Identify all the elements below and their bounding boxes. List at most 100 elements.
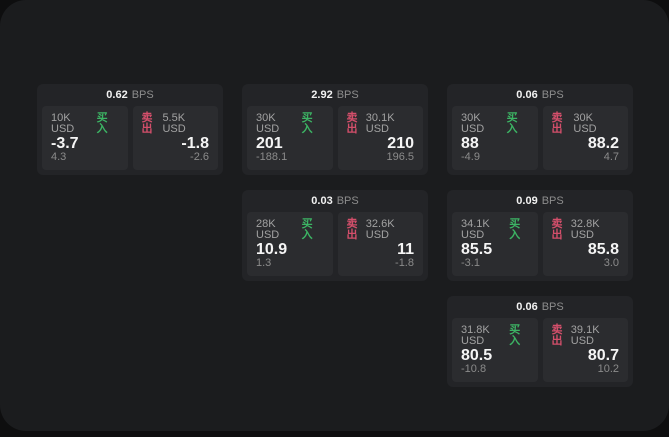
sell-price: 85.8 [587,240,619,258]
buy-size: 28K USD [256,218,280,241]
bps-header: 0.62 BPS [37,84,223,106]
sell-price: 88.2 [587,134,619,152]
buy-panel[interactable]: 34.1K USD 买入 85.5 -3.1 [452,212,538,276]
bps-value: 0.09 [516,195,538,207]
buy-delta: -188.1 [256,151,288,163]
quote-board: 0.62 BPS 10K USD 买入 -3.7 4.3 卖出 5.5K USD [37,84,633,387]
buy-panel-top: 30K USD 买入 [461,113,529,135]
buy-side-badge: 买入 [509,324,521,347]
bps-value: 0.06 [516,89,538,101]
buy-panel-top: 34.1K USD 买入 [461,219,529,241]
bps-header: 0.06 BPS [447,296,633,318]
bps-header: 0.03 BPS [242,190,428,212]
bps-unit-label: BPS [131,89,154,101]
quote-body: 30K USD 买入 88 -4.9 卖出 30K USD 88.2 4.7 [447,106,633,175]
sell-panel-top: 卖出 39.1K USD [552,325,620,347]
bps-header: 0.09 BPS [447,190,633,212]
bps-unit-label: BPS [336,89,359,101]
buy-panel[interactable]: 28K USD 买入 10.9 1.3 [247,212,333,276]
sell-delta: 196.5 [386,151,414,163]
sell-delta: 10.2 [597,363,619,375]
sell-size: 30.1K USD [365,112,395,135]
bps-value: 0.06 [516,301,538,313]
quote-card-2: 2.92 BPS 30K USD 买入 201 -188.1 卖出 30.1K … [242,84,428,175]
sell-delta: 4.7 [603,151,619,163]
bps-unit-label: BPS [541,89,564,101]
buy-price: -3.7 [51,134,79,152]
buy-price: 88 [461,134,479,152]
sell-panel-top: 卖出 5.5K USD [142,113,210,135]
buy-size: 30K USD [256,112,280,135]
sell-panel[interactable]: 卖出 39.1K USD 80.7 10.2 [542,318,628,382]
sell-panel[interactable]: 卖出 30K USD 88.2 4.7 [542,106,628,170]
sell-side-badge: 卖出 [551,324,563,347]
quote-body: 30K USD 买入 201 -188.1 卖出 30.1K USD 210 1… [242,106,428,175]
bps-value: 0.62 [106,89,128,101]
buy-panel[interactable]: 30K USD 买入 88 -4.9 [452,106,538,170]
sell-side-badge: 卖出 [346,112,358,135]
buy-delta: 4.3 [51,151,67,163]
quote-body: 34.1K USD 买入 85.5 -3.1 卖出 32.8K USD 85.8… [447,212,633,281]
bps-value: 0.03 [311,195,333,207]
buy-delta: 1.3 [256,257,272,269]
sell-delta: 3.0 [603,257,619,269]
buy-panel[interactable]: 10K USD 买入 -3.7 4.3 [42,106,128,170]
sell-panel-top: 卖出 32.8K USD [552,219,620,241]
buy-size: 31.8K USD [461,324,490,347]
quote-body: 31.8K USD 买入 80.5 -10.8 卖出 39.1K USD 80.… [447,318,633,387]
buy-panel[interactable]: 30K USD 买入 201 -188.1 [247,106,333,170]
sell-size: 32.8K USD [570,218,600,241]
buy-panel-top: 30K USD 买入 [256,113,324,135]
sell-size: 39.1K USD [570,324,600,347]
sell-side-badge: 卖出 [346,218,358,241]
quote-card-6: 0.06 BPS 31.8K USD 买入 80.5 -10.8 卖出 39.1… [447,296,633,387]
buy-side-badge: 买入 [509,218,521,241]
buy-side-badge: 买入 [506,112,518,135]
buy-size: 34.1K USD [461,218,490,241]
bps-header: 0.06 BPS [447,84,633,106]
buy-panel[interactable]: 31.8K USD 买入 80.5 -10.8 [452,318,538,382]
sell-price: -1.8 [181,134,209,152]
buy-panel-top: 10K USD 买入 [51,113,119,135]
buy-price: 85.5 [461,240,493,258]
buy-size: 30K USD [461,112,485,135]
buy-price: 10.9 [256,240,288,258]
quote-card-1: 0.62 BPS 10K USD 买入 -3.7 4.3 卖出 5.5K USD [37,84,223,175]
buy-delta: -4.9 [461,151,480,163]
sell-panel-top: 卖出 32.6K USD [347,219,415,241]
sell-size: 32.6K USD [365,218,395,241]
sell-panel[interactable]: 卖出 5.5K USD -1.8 -2.6 [132,106,218,170]
sell-panel[interactable]: 卖出 32.6K USD 11 -1.8 [337,212,423,276]
buy-delta: -10.8 [461,363,487,375]
bps-value: 2.92 [311,89,333,101]
quote-body: 10K USD 买入 -3.7 4.3 卖出 5.5K USD -1.8 -2.… [37,106,223,175]
buy-panel-top: 28K USD 买入 [256,219,324,241]
sell-size: 5.5K USD [162,112,186,135]
sell-side-badge: 卖出 [141,112,153,135]
buy-price: 201 [256,134,283,152]
bps-unit-label: BPS [336,195,359,207]
sell-panel[interactable]: 卖出 32.8K USD 85.8 3.0 [542,212,628,276]
sell-panel[interactable]: 卖出 30.1K USD 210 196.5 [337,106,423,170]
bps-unit-label: BPS [541,195,564,207]
buy-size: 10K USD [51,112,75,135]
sell-delta: -1.8 [395,257,414,269]
sell-side-badge: 卖出 [551,218,563,241]
quote-card-3: 0.06 BPS 30K USD 买入 88 -4.9 卖出 30K USD [447,84,633,175]
quote-card-5: 0.09 BPS 34.1K USD 买入 85.5 -3.1 卖出 32.8K… [447,190,633,281]
sell-price: 80.7 [587,346,619,364]
sell-price: 210 [387,134,414,152]
buy-side-badge: 买入 [301,112,313,135]
quote-body: 28K USD 买入 10.9 1.3 卖出 32.6K USD 11 -1.8 [242,212,428,281]
buy-delta: -3.1 [461,257,480,269]
buy-panel-top: 31.8K USD 买入 [461,325,529,347]
quote-card-4: 0.03 BPS 28K USD 买入 10.9 1.3 卖出 32.6K US… [242,190,428,281]
bps-header: 2.92 BPS [242,84,428,106]
buy-side-badge: 买入 [96,112,108,135]
sell-delta: -2.6 [190,151,209,163]
bps-unit-label: BPS [541,301,564,313]
sell-panel-top: 卖出 30.1K USD [347,113,415,135]
sell-side-badge: 卖出 [551,112,563,135]
buy-side-badge: 买入 [301,218,313,241]
